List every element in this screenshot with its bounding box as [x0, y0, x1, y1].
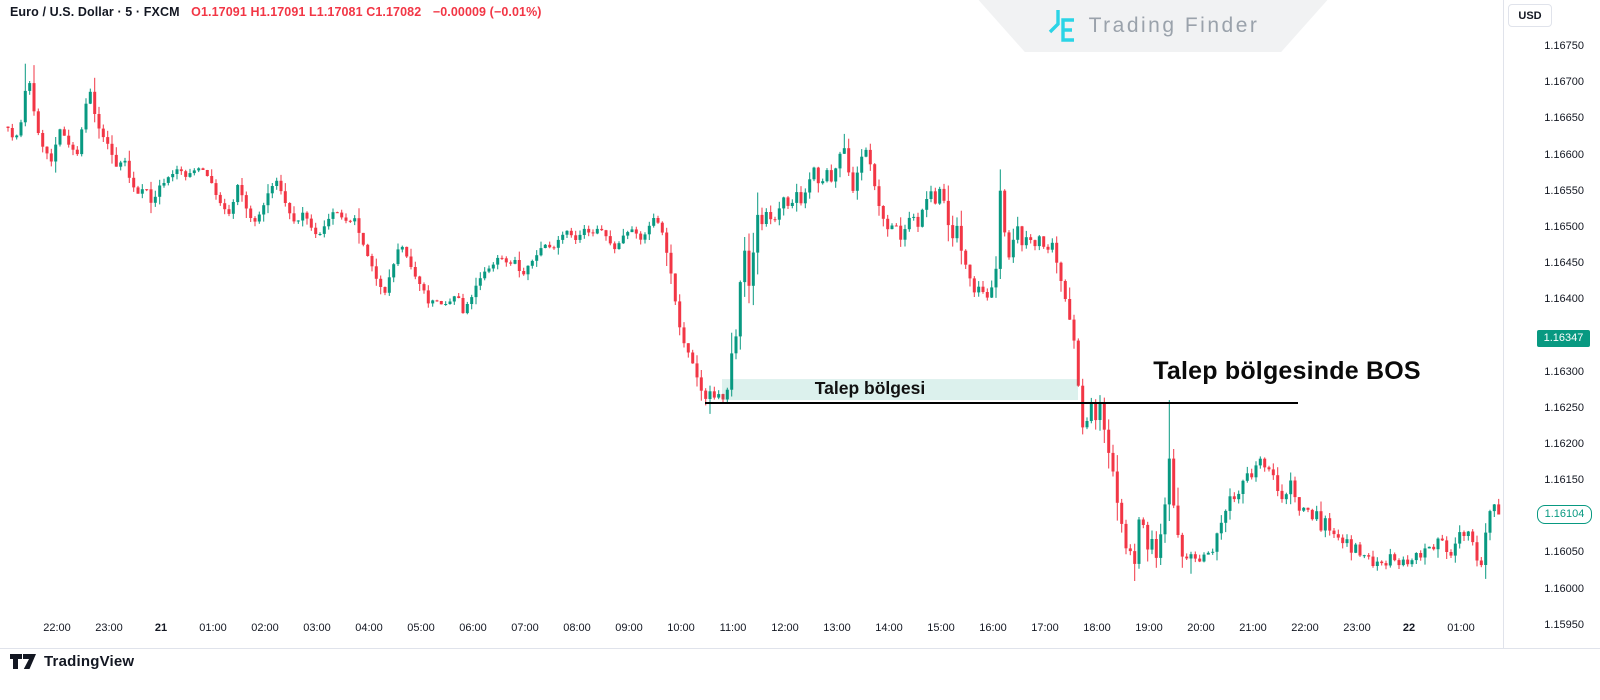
demand-zone-label: Talep bölgesi: [814, 378, 926, 399]
time-tick-label: 21: [154, 622, 168, 634]
time-tick-label: 17:00: [1031, 622, 1059, 634]
time-tick-label: 05:00: [407, 622, 435, 634]
time-tick-label: 23:00: [1343, 622, 1371, 634]
time-tick-label: 06:00: [459, 622, 487, 634]
time-axis[interactable]: 22:00 23:00 21 01:00 02:00 03:00 04:00 05:00 06:…: [0, 617, 1503, 647]
price-tick-label: 1.16050: [1544, 546, 1584, 559]
price-tick-label: 1.16600: [1544, 148, 1584, 161]
time-tick-label: 18:00: [1083, 622, 1111, 634]
trading-finder-watermark: Trading Finder: [978, 0, 1328, 52]
time-tick-label: 21:00: [1239, 622, 1267, 634]
chart-canvas[interactable]: [0, 0, 1503, 649]
time-tick-label: 10:00: [667, 622, 695, 634]
price-tick-label: 1.16150: [1544, 474, 1584, 487]
time-tick-label: 04:00: [355, 622, 383, 634]
currency-unit-button[interactable]: USD: [1508, 4, 1552, 27]
time-tick-label: 09:00: [615, 622, 643, 634]
time-tick-label: 22:00: [43, 622, 71, 634]
demand-zone-rect[interactable]: [722, 379, 1078, 401]
time-tick-label: 11:00: [719, 622, 747, 634]
time-tick-label: 01:00: [1447, 622, 1475, 634]
tradingview-logo-icon: [10, 653, 36, 669]
tradingview-logo-text: TradingView: [44, 653, 135, 670]
time-tick-label: 14:00: [875, 622, 903, 634]
watermark-brand-text: Trading Finder: [1088, 14, 1260, 37]
time-tick-label: 22:00: [1291, 622, 1319, 634]
price-tick-label: 1.15950: [1544, 618, 1584, 631]
ohlc-values: O1.17091 H1.17091 L1.17081 C1.17082: [191, 5, 422, 19]
chart-pane[interactable]: Talep bölgesi Talep bölgesinde BOS: [0, 0, 1503, 649]
price-tick-label: 1.16200: [1544, 437, 1584, 450]
time-tick-label: 16:00: [979, 622, 1007, 634]
price-tick-label: 1.16400: [1544, 293, 1584, 306]
price-badge-solid: 1.16347: [1537, 329, 1590, 347]
time-axis-separator: [0, 648, 1600, 649]
time-tick-label: 22: [1402, 622, 1416, 634]
time-tick-label: 01:00: [199, 622, 227, 634]
change-value: −0.00009 (−0.01%): [432, 5, 542, 19]
price-tick-label: 1.16750: [1544, 40, 1584, 53]
price-tick-label: 1.16000: [1544, 582, 1584, 595]
bos-annotation-label: Talep bölgesinde BOS: [1153, 357, 1421, 385]
time-tick-label: 15:00: [927, 622, 955, 634]
price-axis-separator: [1503, 0, 1504, 649]
price-tick-label: 1.16500: [1544, 220, 1584, 233]
time-tick-label: 08:00: [563, 622, 591, 634]
time-tick-label: 12:00: [771, 622, 799, 634]
time-tick-label: 13:00: [823, 622, 851, 634]
time-tick-label: 03:00: [303, 622, 331, 634]
time-tick-label: 07:00: [511, 622, 539, 634]
time-tick-label: 19:00: [1135, 622, 1163, 634]
price-tick-label: 1.16450: [1544, 257, 1584, 270]
trading-finder-logo-icon: [1048, 10, 1074, 42]
price-tick-label: 1.16700: [1544, 76, 1584, 89]
price-tick-label: 1.16250: [1544, 401, 1584, 414]
time-tick-label: 02:00: [251, 622, 279, 634]
symbol-legend[interactable]: Euro / U.S. Dollar · 5 · FXCM O1.17091 H…: [10, 5, 542, 19]
price-tick-label: 1.16300: [1544, 365, 1584, 378]
last-price-badge: 1.16104: [1537, 505, 1592, 525]
time-tick-label: 20:00: [1187, 622, 1215, 634]
price-tick-label: 1.16650: [1544, 112, 1584, 125]
price-axis[interactable]: 1.16750 1.16700 1.16650 1.16600 1.16550 1.165…: [1503, 0, 1600, 649]
price-tick-label: 1.16550: [1544, 184, 1584, 197]
tradingview-logo[interactable]: TradingView: [10, 653, 134, 670]
time-tick-label: 23:00: [95, 622, 123, 634]
symbol-title[interactable]: Euro / U.S. Dollar · 5 · FXCM: [10, 5, 180, 19]
